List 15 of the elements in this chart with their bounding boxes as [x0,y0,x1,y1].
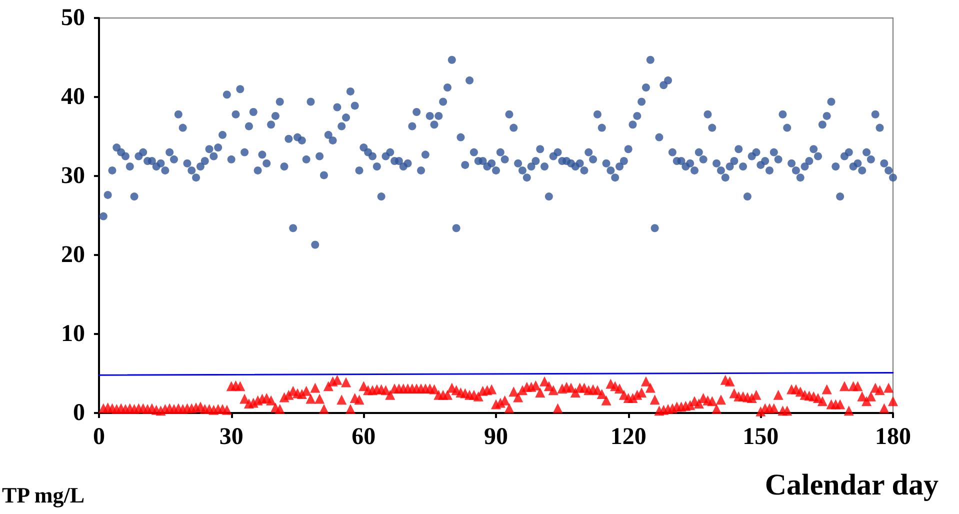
y-tick-label: 50 [61,5,85,31]
y-tick-label: 20 [61,242,85,268]
x-axis-title: Calendar day [764,468,938,502]
y-tick-label: 10 [61,321,85,347]
x-tick-label: 60 [352,424,376,450]
x-tick-label: 30 [219,424,244,450]
x-tick-label: 150 [742,424,779,450]
x-tick-label: 120 [610,424,646,450]
x-tick-label: 180 [875,424,911,450]
text: TP mg/L [2,482,85,508]
x-tick-label: 90 [484,424,508,450]
x-tick-label: 0 [93,424,105,450]
y-tick-label: 0 [73,400,85,426]
y-tick-label: 30 [61,163,85,189]
y-tick-label: 40 [61,84,85,110]
